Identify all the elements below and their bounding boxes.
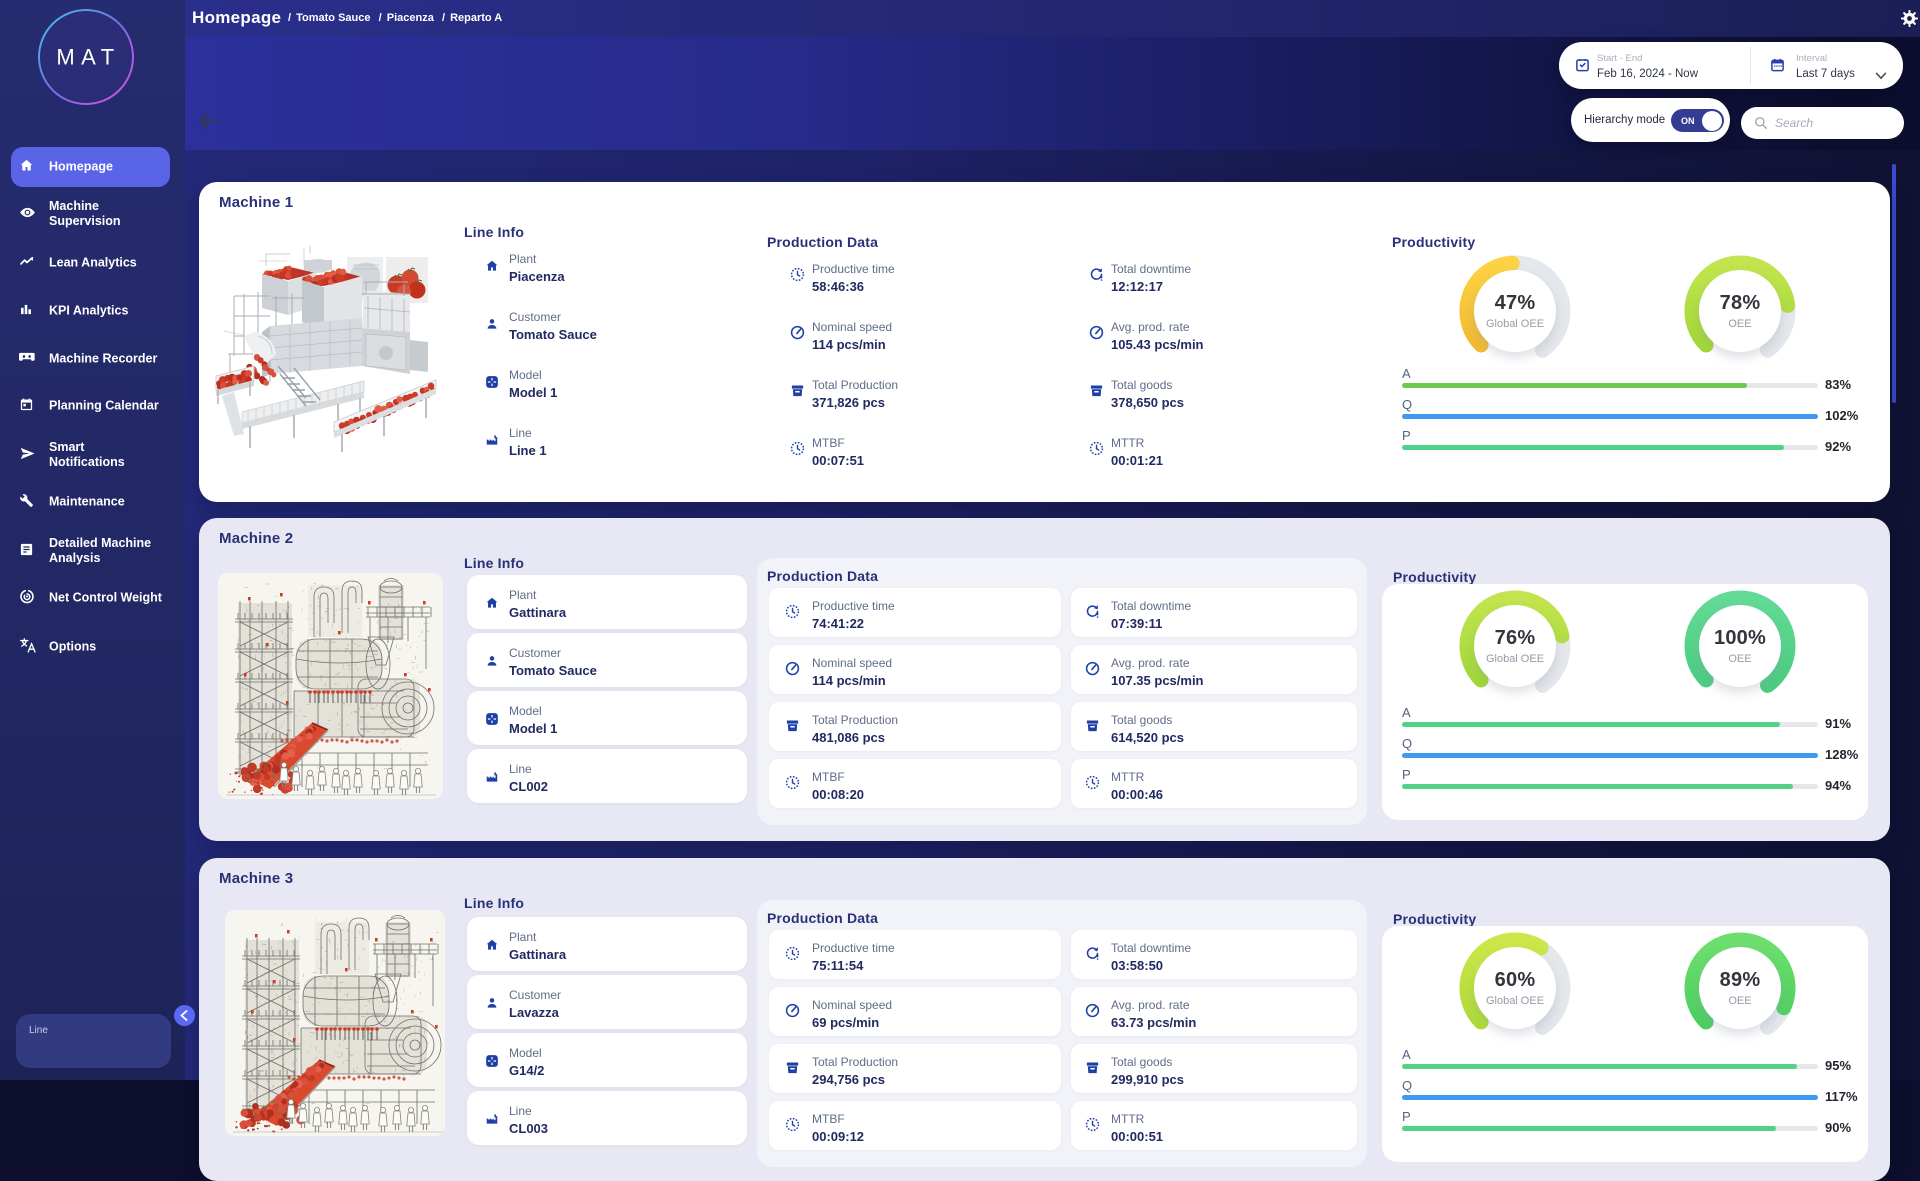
svg-text:MAT: MAT — [56, 45, 120, 70]
